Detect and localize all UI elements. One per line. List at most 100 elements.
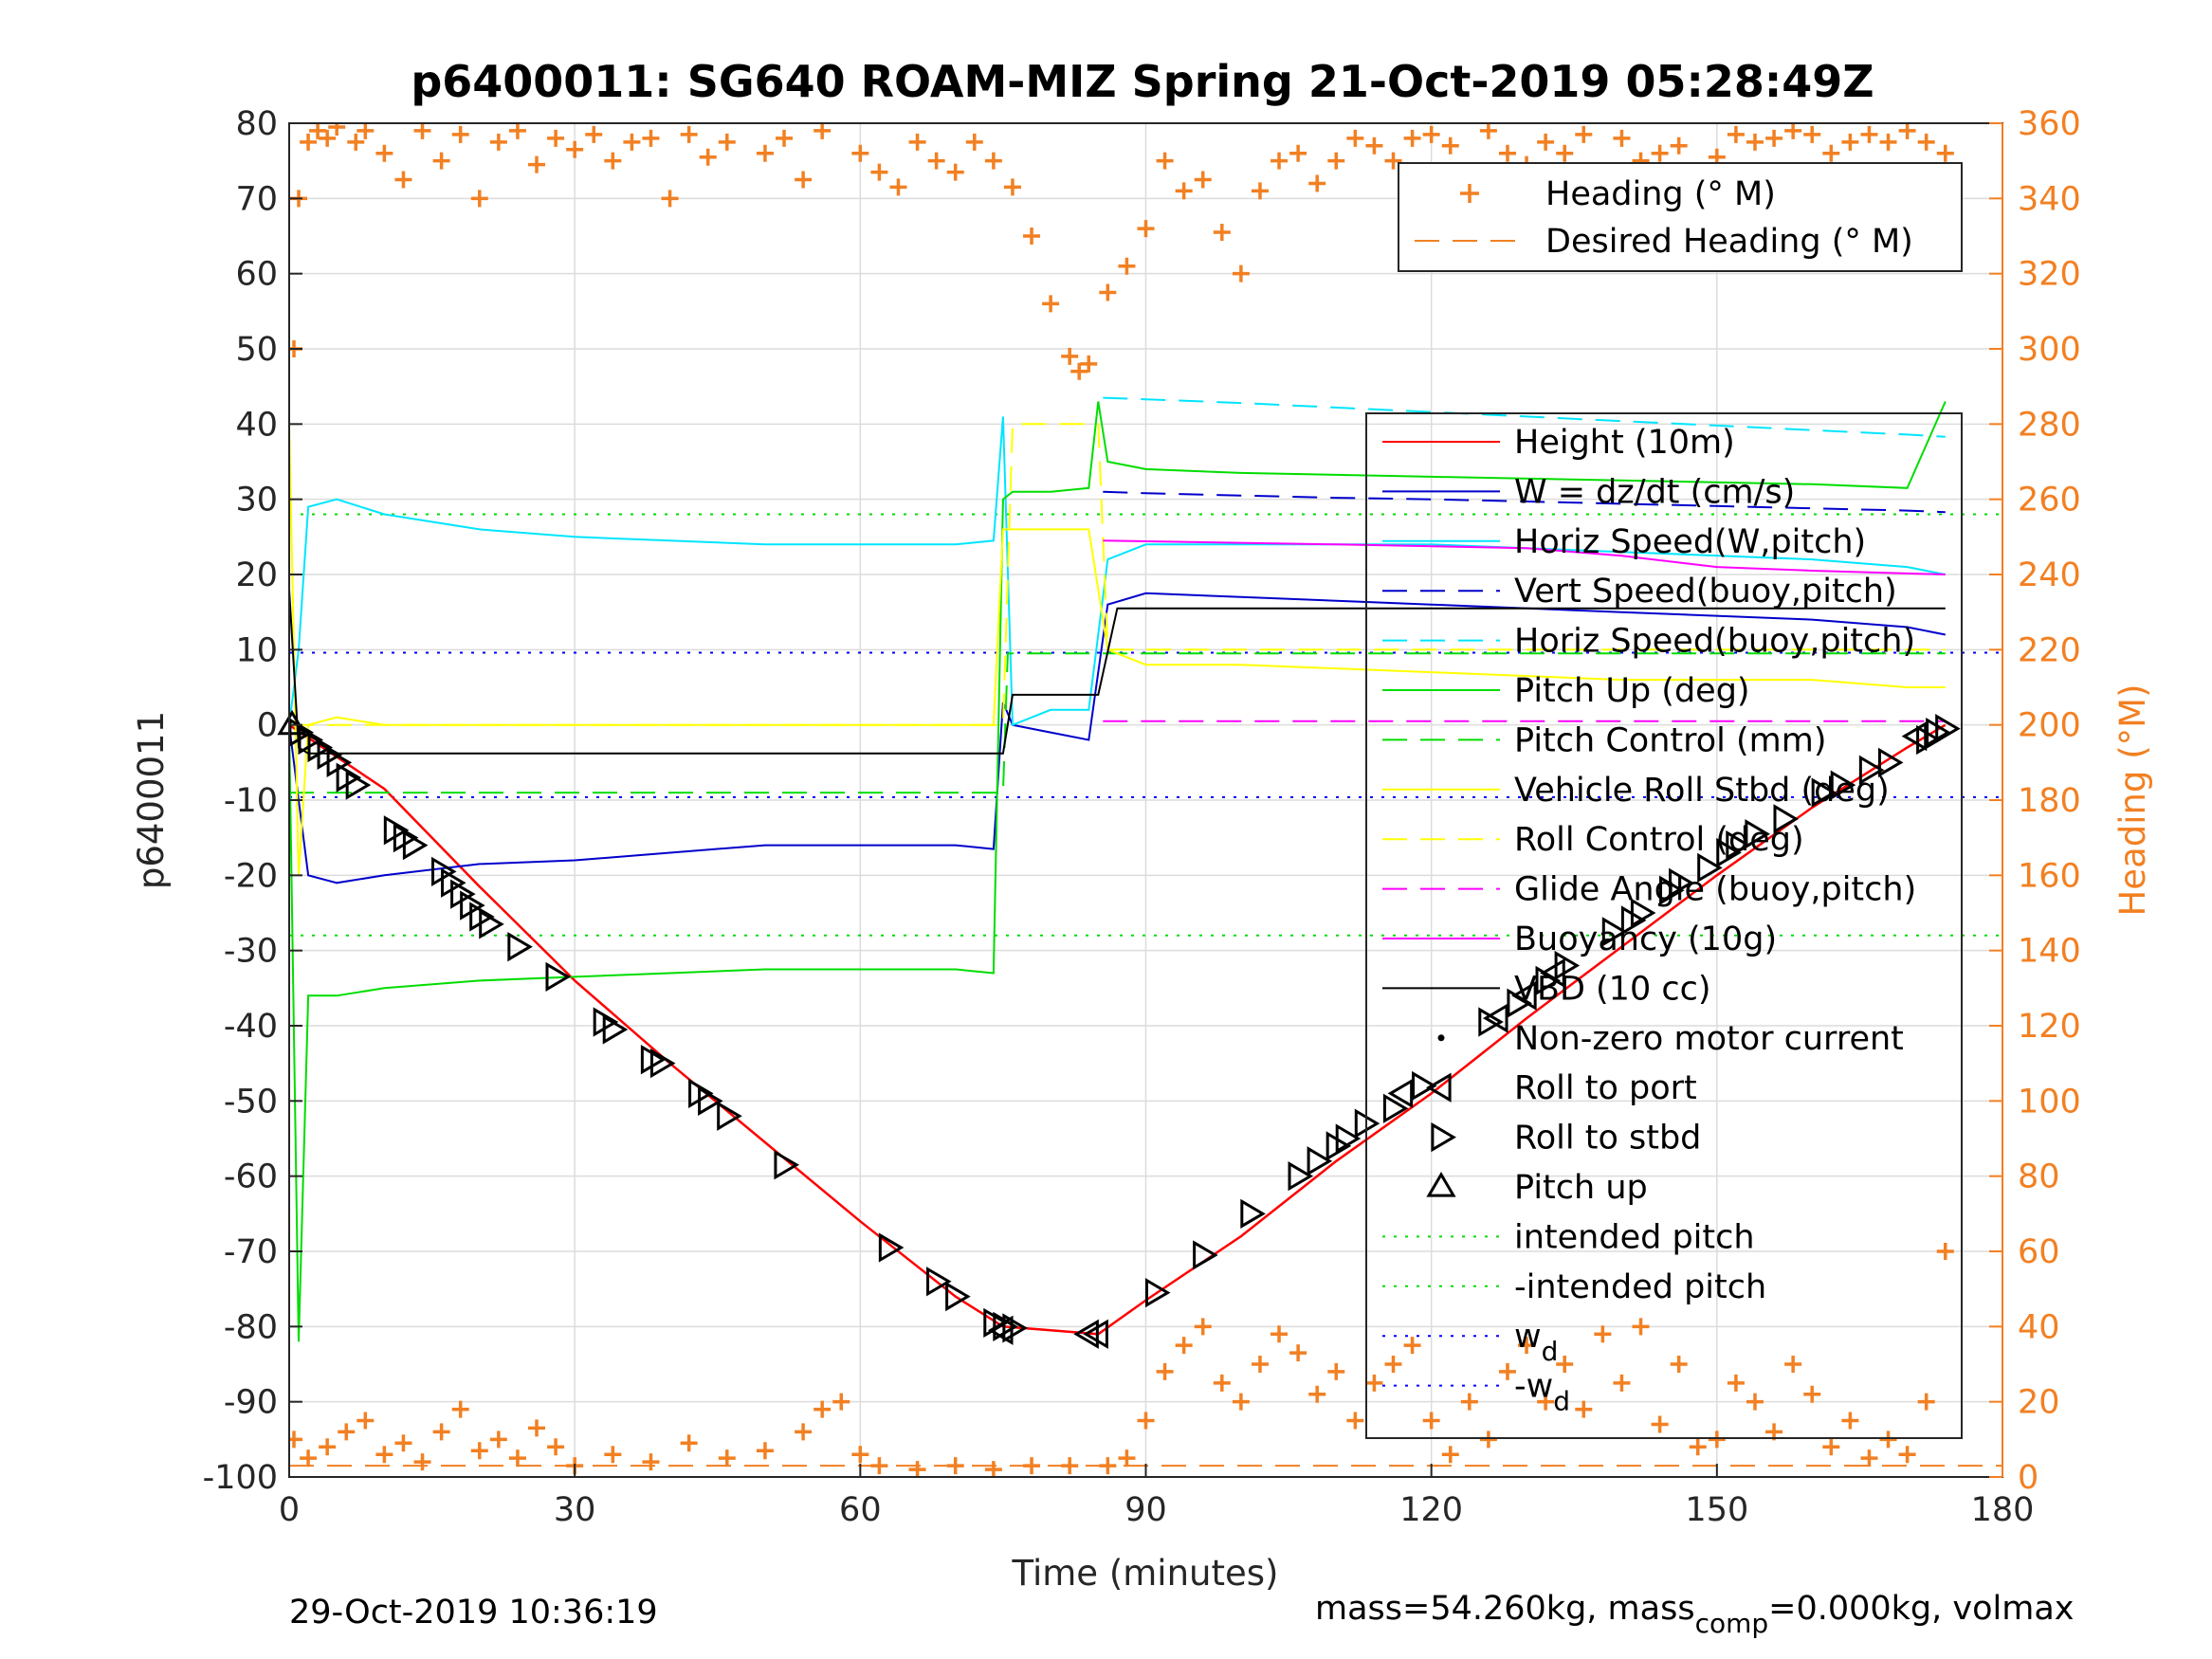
y2-tick-label: 320 bbox=[2018, 256, 2081, 294]
heading-point bbox=[699, 148, 717, 166]
heading-point bbox=[946, 1457, 964, 1475]
legend-main-label-text: Roll to stbd bbox=[1514, 1120, 1701, 1158]
heading-point bbox=[1213, 1374, 1231, 1392]
heading-point bbox=[1251, 182, 1269, 200]
legend-motor-current-swatch bbox=[1437, 1034, 1445, 1042]
heading-point bbox=[718, 1449, 736, 1468]
heading-point bbox=[1327, 1362, 1345, 1380]
heading-point bbox=[661, 190, 679, 208]
y-axis-right: 0 20 40 60 80 100 120 140 160 180 200 220 240 260 280 3… bbox=[1989, 105, 2081, 1497]
series-horiz-speed-w-pitch bbox=[289, 416, 1946, 727]
legend-main-label-text: Pitch up bbox=[1514, 1169, 1648, 1207]
roll-to-stbd-marker bbox=[945, 1281, 971, 1312]
heading-point bbox=[489, 1431, 507, 1449]
legend-main-label: Roll Control (deg) bbox=[1514, 821, 1804, 859]
heading-point bbox=[604, 152, 622, 170]
roll-to-stbd-marker bbox=[926, 1267, 952, 1297]
legend-heading-swatch bbox=[1460, 184, 1479, 203]
heading-point bbox=[1156, 1362, 1174, 1380]
heading-point bbox=[1327, 152, 1345, 170]
heading-point bbox=[1784, 1356, 1802, 1373]
heading-point bbox=[1670, 137, 1688, 155]
y2-tick-label: 100 bbox=[2018, 1083, 2081, 1121]
y-tick-label: 70 bbox=[235, 180, 278, 218]
series-buoyancy-10g bbox=[1103, 539, 1946, 575]
heading-point bbox=[965, 133, 983, 151]
heading-point bbox=[946, 163, 964, 181]
heading-point bbox=[1346, 1412, 1364, 1430]
y-tick-label: -90 bbox=[224, 1384, 278, 1422]
roll-to-stbd-marker bbox=[1811, 777, 1837, 808]
y2-tick-label: 280 bbox=[2018, 406, 2081, 444]
heading-point bbox=[984, 152, 1002, 170]
heading-point bbox=[1556, 144, 1574, 162]
legend-main-label: Roll to port bbox=[1514, 1069, 1697, 1107]
heading-point bbox=[1251, 1356, 1269, 1373]
heading-point bbox=[1670, 1356, 1688, 1373]
heading-point bbox=[851, 1446, 869, 1464]
roll-to-stbd-marker bbox=[545, 961, 572, 993]
legend-heading-box bbox=[1398, 162, 1963, 272]
heading-point bbox=[300, 133, 318, 151]
heading-point bbox=[1384, 1356, 1402, 1373]
roll-to-stbd-marker bbox=[1726, 830, 1751, 861]
y2-tick-label: 260 bbox=[2018, 482, 2081, 520]
heading-point bbox=[642, 1453, 660, 1471]
heading-point bbox=[508, 123, 526, 139]
heading-point bbox=[1917, 1393, 1935, 1411]
roll-to-stbd-marker bbox=[1745, 819, 1770, 849]
series-horiz-speed-buoy-pitch bbox=[1103, 396, 1946, 438]
legend-main-label-text: -intended pitch bbox=[1514, 1268, 1766, 1306]
y2-tick-label: 340 bbox=[2018, 180, 2081, 218]
heading-point bbox=[1118, 257, 1136, 275]
legend-main-label-text: Horiz Speed(W,pitch) bbox=[1514, 523, 1866, 561]
roll-to-stbd-marker bbox=[1335, 1123, 1362, 1154]
legend-main-label: Glide Angle (buoy,pitch) bbox=[1514, 871, 1916, 909]
heading-point bbox=[375, 144, 393, 162]
heading-point bbox=[1746, 1393, 1764, 1411]
roll-to-stbd-marker bbox=[1773, 804, 1800, 834]
roll-to-stbd-marker bbox=[1193, 1240, 1218, 1270]
y-tick-label: 20 bbox=[235, 556, 278, 594]
heading-point bbox=[1289, 144, 1307, 162]
heading-point bbox=[1403, 1337, 1421, 1355]
heading-point bbox=[1460, 1393, 1478, 1411]
legend-main-label: Height (10m) bbox=[1514, 424, 1735, 462]
roll-to-stbd-marker bbox=[698, 1085, 723, 1116]
legend-main-label-text: Horiz Speed(buoy,pitch) bbox=[1514, 623, 1915, 661]
series-vehicle-roll-stbd-deg bbox=[289, 424, 1946, 876]
y-axis-label: p6400011 bbox=[131, 711, 172, 889]
y2-tick-label: 80 bbox=[2018, 1158, 2060, 1196]
heading-point bbox=[347, 133, 365, 151]
y-tick-label: -50 bbox=[224, 1083, 278, 1121]
heading-point bbox=[1860, 1449, 1878, 1468]
heading-point bbox=[1289, 1344, 1307, 1362]
heading-point bbox=[1271, 1325, 1289, 1343]
legend-heading-label: Heading (° M) bbox=[1545, 175, 1776, 213]
y2-tick-label: 360 bbox=[2018, 105, 2081, 143]
roll-to-stbd-marker bbox=[1382, 1093, 1409, 1123]
y-tick-label: -100 bbox=[203, 1459, 278, 1497]
heading-point bbox=[1784, 123, 1802, 139]
legend-main-label: Vert Speed(buoy,pitch) bbox=[1514, 573, 1897, 611]
legend-main-label-text: Roll Control (deg) bbox=[1514, 821, 1804, 859]
heading-point bbox=[1156, 152, 1174, 170]
series-layer bbox=[289, 123, 1954, 1477]
roll-to-stbd-marker bbox=[1877, 747, 1904, 777]
legend-main-label-text: Buoyancy (10g) bbox=[1514, 921, 1777, 958]
heading-point bbox=[1727, 125, 1745, 143]
heading-point bbox=[432, 152, 450, 170]
heading-point bbox=[489, 133, 507, 151]
heading-point bbox=[1708, 1431, 1726, 1449]
y2-tick-label: 60 bbox=[2018, 1233, 2060, 1271]
heading-point bbox=[451, 1400, 469, 1418]
series-pitch-control-mm bbox=[289, 652, 1946, 794]
heading-point bbox=[1365, 1374, 1383, 1392]
legend-main-label-text: Height (10m) bbox=[1514, 424, 1735, 462]
footer-mass-info: mass=54.260kg, masscomp=0.000kg, volmax bbox=[1315, 1590, 2075, 1639]
heading-point bbox=[547, 129, 565, 147]
heading-point bbox=[451, 125, 469, 143]
heading-point bbox=[1518, 1337, 1536, 1355]
roll-to-stbd-marker bbox=[602, 1014, 629, 1045]
heading-point bbox=[1803, 1385, 1821, 1403]
